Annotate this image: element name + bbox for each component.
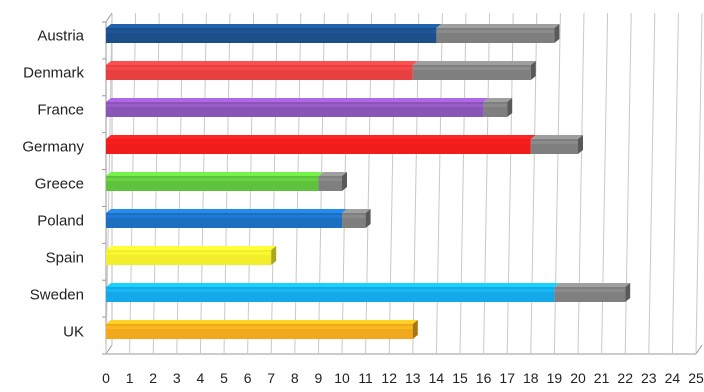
category-label-france: France [37, 102, 84, 119]
x-tick-label: 24 [665, 370, 681, 386]
category-label-germany: Germany [22, 139, 84, 156]
category-labels: Austria Denmark France Germany Greece Poland S… [22, 28, 84, 341]
bar-end-france [507, 98, 513, 117]
bar-spain-highlight [106, 252, 272, 255]
x-tick-label: 0 [102, 370, 110, 386]
gridline [601, 12, 609, 355]
bar-segment2-greece-highlight [318, 178, 342, 181]
bar-segment2-germany-highlight [530, 141, 578, 144]
bar-segment2-sweden-top [554, 283, 631, 287]
bar-greece-highlight [106, 178, 319, 181]
gridline [648, 12, 656, 355]
x-tick-label: 20 [570, 370, 586, 386]
category-label-spain: Spain [46, 250, 84, 267]
bar-germany-top [106, 135, 536, 139]
x-tick-label: 5 [220, 370, 228, 386]
x-tick-label: 1 [126, 370, 134, 386]
bar-segment2-austria-top [436, 24, 560, 28]
bar-end-uk [412, 320, 418, 339]
bar-austria-highlight [106, 30, 437, 33]
x-tick-label: 23 [641, 370, 657, 386]
x-tick-label: 13 [405, 370, 421, 386]
category-label-denmark: Denmark [23, 65, 84, 82]
x-tick-label: 9 [315, 370, 323, 386]
bar-segment2-france-highlight [483, 104, 508, 107]
bar-segment2-denmark-top [412, 61, 536, 65]
wall-edge [105, 12, 113, 23]
x-tick-label: 25 [688, 370, 704, 386]
gridline [553, 12, 561, 355]
bar-end-germany [578, 135, 583, 154]
gridline [624, 12, 632, 355]
bar-sweden-highlight [106, 289, 555, 292]
x-tick-label: 18 [523, 370, 539, 386]
bar-austria-top [106, 24, 442, 28]
bar-sweden-top [106, 283, 560, 287]
bar-segment2-sweden-highlight [554, 289, 626, 292]
x-tick-label: 2 [149, 370, 157, 386]
x-tick-label: 21 [594, 370, 610, 386]
category-label-poland: Poland [37, 213, 84, 230]
bar-end-sweden [625, 283, 631, 302]
bars [106, 24, 631, 339]
x-tick-label: 15 [452, 370, 468, 386]
x-tick-labels: 0 1 2 3 4 5 6 7 8 9 10 11 12 13 14 15 16 17 18 19 20 21 22 23 24… [102, 370, 704, 386]
x-tick-label: 8 [291, 370, 299, 386]
gridline [577, 12, 585, 355]
x-tick-label: 22 [617, 370, 633, 386]
bar-denmark-highlight [106, 67, 413, 70]
bar-end-denmark [530, 61, 536, 80]
x-tick-label: 16 [476, 370, 492, 386]
bar-segment2-poland-top [342, 209, 371, 213]
x-tick-label: 12 [381, 370, 397, 386]
bar-denmark-top [106, 61, 418, 65]
bar-segment2-poland-highlight [342, 215, 366, 218]
category-label-austria: Austria [37, 28, 84, 45]
bar-uk-highlight [106, 326, 413, 329]
x-tick-label: 19 [547, 370, 563, 386]
bar-france-top [106, 98, 489, 102]
x-tick-label: 14 [429, 370, 445, 386]
x-tick-label: 7 [267, 370, 275, 386]
x-tick-label: 6 [244, 370, 252, 386]
x-tick-label: 4 [197, 370, 205, 386]
bar-france-highlight [106, 104, 484, 107]
bar-segment2-austria-highlight [436, 30, 555, 33]
bar-end-poland [365, 209, 371, 228]
bar-poland-highlight [106, 215, 342, 218]
x-tick-label: 17 [499, 370, 515, 386]
bar-greece-top [106, 172, 324, 176]
bar-segment2-germany-top [530, 135, 583, 139]
bar-segment2-france-top [483, 98, 513, 102]
category-label-uk: UK [63, 324, 84, 341]
bar-poland-top [106, 209, 347, 213]
gridline [695, 12, 703, 355]
x-tick-label: 10 [334, 370, 350, 386]
floor-edge-left [105, 344, 113, 355]
floor-edge [695, 344, 703, 355]
bar-end-austria [554, 24, 560, 43]
bar-end-greece [342, 172, 347, 191]
x-tick-label: 11 [358, 370, 373, 386]
gridline [671, 12, 679, 355]
bar-germany-highlight [106, 141, 531, 144]
x-tick-label: 3 [173, 370, 181, 386]
bar-segment2-greece-top [318, 172, 347, 176]
bar-segment2-denmark-highlight [412, 67, 531, 70]
category-label-greece: Greece [35, 176, 84, 193]
bar-end-spain [271, 246, 277, 265]
bar-uk-top [106, 320, 418, 324]
category-label-sweden: Sweden [30, 287, 84, 304]
bar-spain-top [106, 246, 277, 250]
